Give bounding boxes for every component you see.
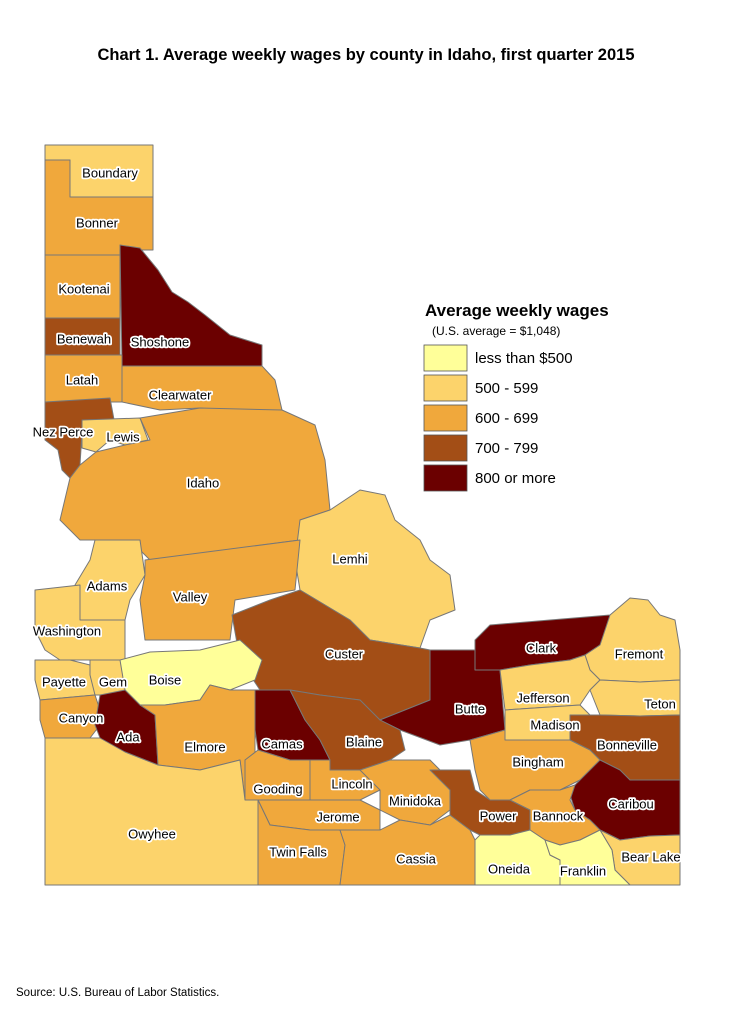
county-label-bonneville: Bonneville xyxy=(597,737,657,752)
county-label-lincoln: Lincoln xyxy=(331,776,372,791)
county-franklin xyxy=(544,829,631,886)
county-label-jerome: Jerome xyxy=(316,809,359,824)
county-label-bonner: Bonner xyxy=(76,215,119,230)
legend-swatch xyxy=(423,404,468,432)
county-label-blaine: Blaine xyxy=(346,734,382,749)
legend-subtitle: (U.S. average = $1,048) xyxy=(432,324,560,338)
county-label-benewah: Benewah xyxy=(57,331,111,346)
county-cassia xyxy=(339,814,476,886)
county-label-elmore: Elmore xyxy=(184,739,225,754)
county-label-gem: Gem xyxy=(99,674,127,689)
county-label-custer: Custer xyxy=(325,646,364,661)
legend-swatch xyxy=(423,434,468,462)
county-label-jefferson: Jefferson xyxy=(516,690,569,705)
legend-title: Average weekly wages xyxy=(425,301,609,320)
county-label-gooding: Gooding xyxy=(253,781,302,796)
county-label-camas: Camas xyxy=(261,736,303,751)
county-label-latah: Latah xyxy=(66,372,99,387)
county-label-canyon: Canyon xyxy=(59,710,104,725)
county-label-valley: Valley xyxy=(173,589,208,604)
county-label-kootenai: Kootenai xyxy=(58,281,109,296)
county-label-adams: Adams xyxy=(87,578,128,593)
county-label-cassia: Cassia xyxy=(396,851,437,866)
county-label-bingham: Bingham xyxy=(512,754,563,769)
county-label-owyhee: Owyhee xyxy=(128,826,176,841)
legend-label: 800 or more xyxy=(475,470,556,487)
county-label-fremont: Fremont xyxy=(615,646,664,661)
county-label-ada: Ada xyxy=(116,729,140,744)
legend-label: 600 - 699 xyxy=(475,410,538,427)
county-label-boise: Boise xyxy=(149,672,182,687)
county-label-twin-falls: Twin Falls xyxy=(269,844,327,859)
county-label-clark: Clark xyxy=(526,640,557,655)
legend-label: less than $500 xyxy=(475,350,573,367)
county-label-boundary: Boundary xyxy=(82,165,138,180)
source-note: Source: U.S. Bureau of Labor Statistics. xyxy=(16,987,220,999)
map-legend: Average weekly wages (U.S. average = $1,… xyxy=(423,301,609,492)
county-canyon xyxy=(39,694,101,739)
county-owyhee xyxy=(44,737,259,886)
legend-label: 500 - 599 xyxy=(475,380,538,397)
county-label-minidoka: Minidoka xyxy=(389,793,442,808)
county-label-lemhi: Lemhi xyxy=(332,551,368,566)
legend-swatch xyxy=(423,344,468,372)
county-label-franklin: Franklin xyxy=(560,863,606,878)
legend-label: 700 - 799 xyxy=(475,440,538,457)
county-label-caribou: Caribou xyxy=(608,796,654,811)
chart-title: Chart 1. Average weekly wages by county … xyxy=(97,46,635,64)
county-label-nez-perce: Nez Perce xyxy=(33,424,94,439)
county-label-lewis: Lewis xyxy=(106,429,140,444)
county-label-idaho: Idaho xyxy=(187,475,220,490)
county-label-bear-lake: Bear Lake xyxy=(621,849,680,864)
county-label-washington: Washington xyxy=(33,623,101,638)
county-valley xyxy=(139,539,301,641)
county-label-oneida: Oneida xyxy=(488,861,531,876)
county-label-shoshone: Shoshone xyxy=(131,334,190,349)
county-label-payette: Payette xyxy=(42,674,86,689)
county-label-power: Power xyxy=(480,808,518,823)
legend-swatch xyxy=(423,464,468,492)
county-bingham xyxy=(469,729,601,801)
county-label-bannock: Bannock xyxy=(533,808,584,823)
county-label-madison: Madison xyxy=(530,717,579,732)
county-label-clearwater: Clearwater xyxy=(149,387,213,402)
county-label-teton: Teton xyxy=(644,696,676,711)
county-label-butte: Butte xyxy=(455,701,485,716)
legend-swatch xyxy=(423,374,468,402)
